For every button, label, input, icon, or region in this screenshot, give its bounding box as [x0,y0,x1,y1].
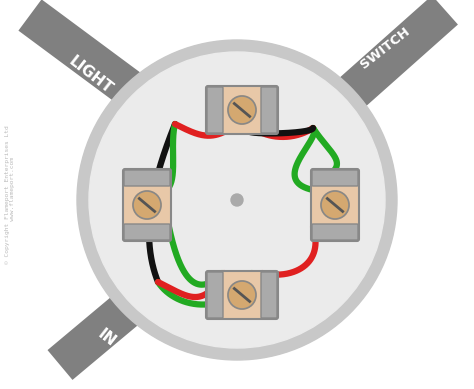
Circle shape [77,40,397,360]
Text: IN: IN [95,326,119,350]
Circle shape [228,96,256,124]
FancyBboxPatch shape [206,271,278,319]
Circle shape [231,194,243,206]
Circle shape [133,191,161,219]
Text: © Copyright Flameport Enterprises Ltd
   www.flameport.com: © Copyright Flameport Enterprises Ltd ww… [5,125,15,264]
FancyBboxPatch shape [207,87,223,133]
Text: LIGHT: LIGHT [65,53,115,96]
FancyBboxPatch shape [312,170,358,186]
FancyBboxPatch shape [312,224,358,240]
FancyBboxPatch shape [124,170,170,186]
FancyBboxPatch shape [124,224,170,240]
FancyBboxPatch shape [207,272,223,318]
FancyBboxPatch shape [261,87,277,133]
FancyBboxPatch shape [261,272,277,318]
Circle shape [89,52,385,348]
FancyBboxPatch shape [206,86,278,134]
FancyBboxPatch shape [311,169,359,241]
Text: SWITCH: SWITCH [358,25,412,71]
Circle shape [228,281,256,309]
Circle shape [321,191,349,219]
FancyBboxPatch shape [123,169,171,241]
